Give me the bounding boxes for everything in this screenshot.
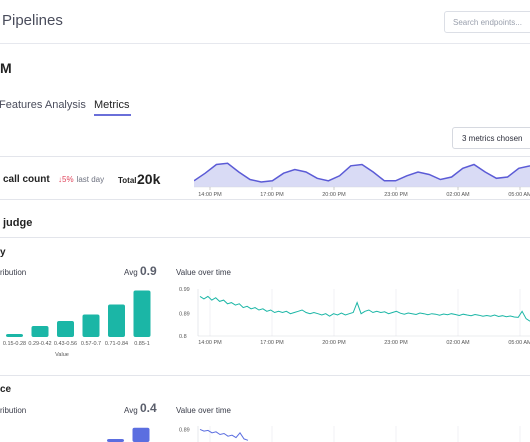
total-label: Total	[118, 176, 137, 185]
distribution-bar	[82, 314, 100, 337]
value-over-time-label: Value over time	[176, 406, 231, 415]
tab-features-analysis[interactable]: Features Analysis	[0, 99, 86, 111]
delta-value: 5%	[62, 175, 74, 184]
value-line	[199, 428, 249, 441]
divider	[0, 156, 530, 157]
tab-metrics[interactable]: Metrics	[94, 99, 130, 111]
divider	[0, 375, 530, 376]
avg-value: 0.4	[140, 401, 157, 415]
sparkline-line	[194, 162, 530, 183]
distribution-bar	[108, 304, 125, 337]
x-tick-label: 23:00 PM	[384, 340, 408, 346]
metrics-selector-button[interactable]: 3 metrics chosen	[452, 127, 530, 149]
bar-category-label: 0.43-0.56	[54, 341, 77, 347]
distribution-bars: 0.15-0.28 0.29-0.42 0.43-0.56 0.57-0.7 0.71-…	[3, 290, 151, 358]
y-tick-label: 0.8	[179, 334, 187, 340]
value-over-time-plot: 0.89	[179, 426, 521, 442]
distribution-bars	[107, 427, 150, 442]
metric-card-title: y	[0, 247, 6, 258]
distribution-bar	[132, 427, 150, 442]
distribution-bar	[31, 326, 49, 337]
avg-label: Avg	[124, 268, 138, 277]
divider	[0, 199, 530, 200]
value-over-time-label: Value over time	[176, 268, 231, 277]
sparkline-x-ticks: 14:00 PM 17:00 PM 20:00 PM 23:00 PM 02:00 AM…	[198, 187, 530, 198]
x-tick-label: 05:00 AM	[508, 192, 530, 198]
bar-category-label: 0.71-0.84	[105, 341, 128, 347]
x-tick-label: 05:00 AM	[508, 340, 530, 346]
distribution-label: ribution	[0, 268, 27, 277]
y-tick-label: 0.99	[179, 287, 190, 293]
bar-category-label: 0.29-0.42	[28, 341, 51, 347]
distribution-chart: 0.15-0.28 0.29-0.42 0.43-0.56 0.57-0.7 0.71-…	[3, 290, 151, 358]
arrow-down-icon: ↓	[58, 175, 62, 184]
top-bar	[0, 0, 530, 44]
distribution-label: ribution	[0, 406, 27, 415]
search-input[interactable]: Search endpoints...	[444, 11, 530, 33]
y-tick-label: 0.89	[179, 427, 190, 433]
distribution-chart	[107, 427, 150, 442]
call-count-label: call count	[3, 174, 50, 185]
bar-category-label: 0.57-0.7	[81, 341, 101, 347]
avg-value: 0.9	[140, 264, 157, 278]
page-title: Pipelines	[2, 12, 63, 29]
value-over-time-plot: 0.99 0.89 0.8 14:00 PM 17:00 PM 20:00 PM 23:00…	[179, 287, 530, 346]
distribution-bar	[57, 321, 74, 337]
divider	[0, 237, 530, 238]
value-line	[199, 295, 530, 322]
distribution-bar	[6, 334, 23, 337]
call-count-sparkline: 14:00 PM 17:00 PM 20:00 PM 23:00 PM 02:00 AM…	[194, 162, 530, 198]
x-tick-label: 20:00 PM	[322, 192, 346, 198]
avg-label: Avg	[124, 406, 138, 415]
value-over-time-chart: 0.99 0.89 0.8 14:00 PM 17:00 PM 20:00 PM 23:00…	[179, 287, 530, 346]
distribution-bar	[133, 290, 151, 337]
distribution-x-axis-label: Value	[55, 352, 69, 358]
x-tick-label: 20:00 PM	[322, 340, 346, 346]
x-tick-label: 17:00 PM	[260, 340, 284, 346]
total-value: 20k	[137, 171, 161, 187]
sparkline-area	[194, 163, 530, 187]
section-title: judge	[3, 217, 33, 229]
model-name: M	[0, 60, 12, 76]
active-tab-indicator	[94, 114, 131, 116]
call-count-delta: ↓5% last day	[58, 175, 104, 184]
bar-category-label: 0.85-1	[134, 341, 150, 347]
value-over-time-chart: 0.89	[179, 426, 521, 442]
x-tick-label: 14:00 PM	[198, 340, 222, 346]
y-tick-label: 0.89	[179, 312, 190, 318]
x-tick-label: 17:00 PM	[260, 192, 284, 198]
x-tick-label: 23:00 PM	[384, 192, 408, 198]
metric-card-title: ce	[0, 384, 12, 395]
distribution-bar	[107, 439, 124, 442]
x-tick-label: 02:00 AM	[446, 340, 470, 346]
bar-category-label: 0.15-0.28	[3, 341, 26, 347]
delta-suffix: last day	[76, 175, 105, 184]
x-tick-label: 02:00 AM	[446, 192, 470, 198]
x-tick-label: 14:00 PM	[198, 192, 222, 198]
